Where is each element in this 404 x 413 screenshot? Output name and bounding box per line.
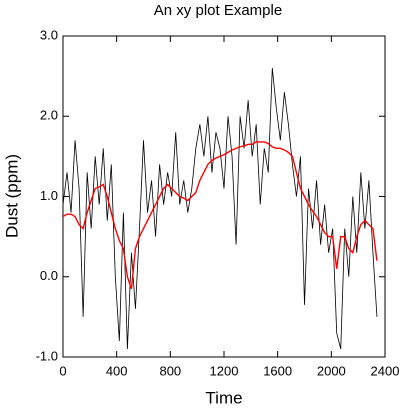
x-tick-label: 400	[106, 363, 128, 378]
x-tick-label: 2000	[317, 363, 346, 378]
plot-frame	[62, 35, 386, 358]
x-tick-label: 1600	[263, 363, 292, 378]
data-line	[62, 68, 378, 350]
x-axis-label: Time	[205, 388, 242, 407]
y-tick-label: 3.0	[40, 27, 58, 42]
data-line	[62, 141, 378, 290]
y-tick-label: 1.0	[40, 188, 58, 203]
x-tick-label: 0	[59, 363, 66, 378]
y-tick-label: 0.0	[40, 268, 58, 283]
x-tick-label: 800	[159, 363, 181, 378]
x-tick-label: 2400	[371, 363, 400, 378]
x-tick-label: 1200	[210, 363, 239, 378]
y-tick-label: 2.0	[40, 108, 58, 123]
y-tick-label: -1.0	[36, 348, 58, 363]
y-axis-label: Dust (ppm)	[2, 154, 21, 238]
chart-title: An xy plot Example	[154, 2, 282, 19]
